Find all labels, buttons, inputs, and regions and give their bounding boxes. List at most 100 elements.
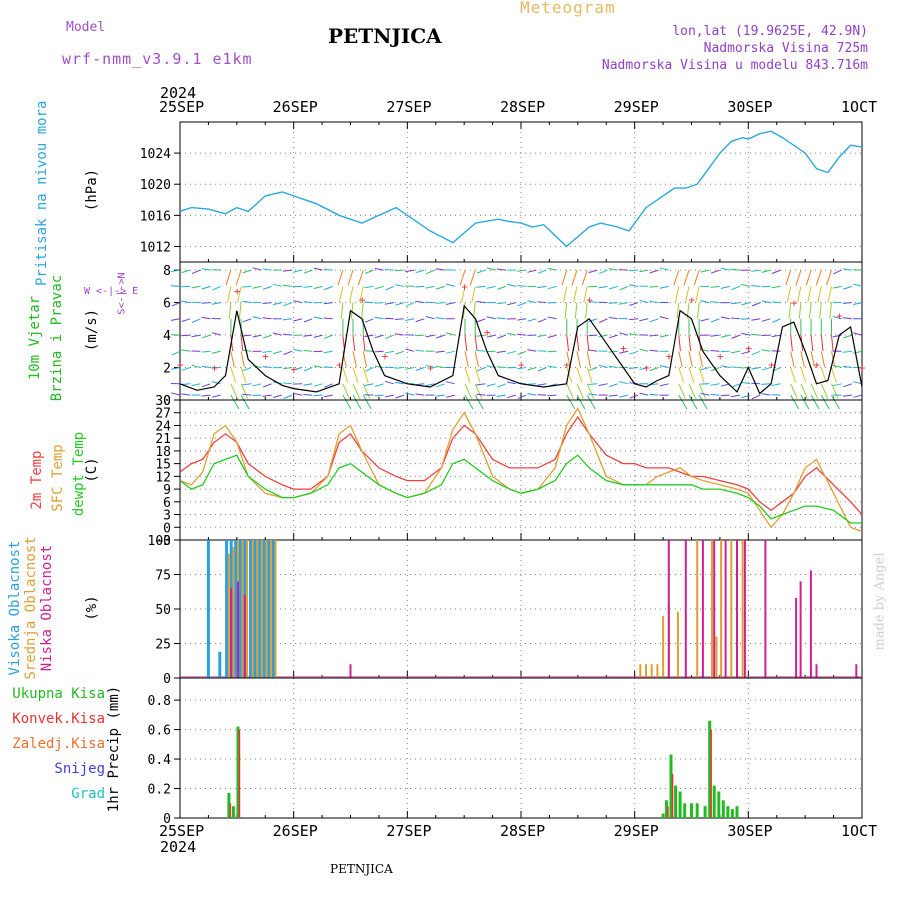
wind-arrow <box>262 317 272 320</box>
wind-arrow <box>486 334 496 338</box>
wind-arrow <box>342 383 350 399</box>
wind-arrow <box>649 367 659 372</box>
x-date-label: 30SEP <box>727 822 773 840</box>
wind-arrow <box>751 269 761 272</box>
y-tick-label: 1020 <box>140 178 171 193</box>
wind-arrow <box>720 394 730 397</box>
wind-arrow <box>313 365 323 368</box>
cloud-bar <box>227 553 230 678</box>
wind-arrow <box>303 285 313 288</box>
meteogram-title: Meteogram <box>520 0 616 17</box>
wind-arrow <box>181 318 191 322</box>
wind-arrow <box>252 285 262 289</box>
precip-bar <box>674 785 678 818</box>
wind-arrow <box>827 286 832 303</box>
wind-arrow <box>571 269 578 286</box>
wind-arrow <box>517 367 527 370</box>
wind-arrow <box>474 383 483 399</box>
series-line <box>179 304 863 395</box>
precip-bar <box>665 800 668 818</box>
y-tick-label: 1024 <box>140 147 171 162</box>
station-title: PETNJICA <box>328 24 442 48</box>
wind-arrow <box>547 350 557 353</box>
wind-arrow <box>496 350 506 353</box>
wind-arrow <box>323 302 333 305</box>
wind-arrow <box>618 269 628 271</box>
wind-arrow <box>262 268 272 271</box>
precip-bar <box>683 803 687 818</box>
wind-arrow <box>619 285 629 291</box>
wind-arrow <box>362 367 369 383</box>
wind-arrow <box>517 302 527 307</box>
wind-arrow <box>586 383 595 399</box>
wind-arrow <box>486 316 496 320</box>
elevation-text: Nadmorska Visina 725m <box>703 41 868 56</box>
wind-arrow <box>171 350 181 356</box>
wind-arrow <box>608 365 618 368</box>
wind-arrow <box>282 269 293 272</box>
wind-arrow <box>832 334 842 338</box>
wind-arrow <box>362 383 371 399</box>
cloud-bar <box>256 540 259 678</box>
wind-arrow <box>517 394 527 400</box>
wind-arrow <box>374 394 384 397</box>
wind-arrow <box>476 301 486 304</box>
wind-arrow <box>797 286 802 303</box>
wind-arrow <box>688 351 693 368</box>
wind-arrow <box>688 335 692 352</box>
wind-arrow <box>700 367 710 371</box>
wind-arrow <box>608 268 618 271</box>
y-tick-label: 0.6 <box>148 724 171 739</box>
wind-arrow <box>283 302 293 307</box>
cloud-bar <box>711 540 713 678</box>
wind-arrow <box>262 366 272 368</box>
wind-arrow <box>462 302 466 319</box>
wind-arrow <box>313 334 323 338</box>
wind-arrow <box>599 318 608 323</box>
cloud-bar <box>243 595 246 678</box>
wind-arrow <box>639 269 649 273</box>
wind-arrow <box>810 351 815 368</box>
wind-arrow <box>629 302 639 306</box>
wind-arrow <box>527 269 537 273</box>
series-line <box>179 130 863 248</box>
wind-arrow <box>693 269 700 286</box>
wind-arrow <box>240 335 244 352</box>
wind-arrow <box>517 333 527 336</box>
wind-arrow <box>323 317 333 320</box>
wind-arrow <box>741 302 751 306</box>
wind-arrow <box>435 394 445 397</box>
wind-arrow <box>730 302 740 305</box>
wind-arrow <box>815 269 822 286</box>
wind-arrow <box>629 333 639 336</box>
wind-arrow <box>618 381 629 385</box>
wind-arrow <box>741 284 751 287</box>
cloud-bar <box>246 540 249 678</box>
wind-arrow <box>698 394 708 410</box>
cloud-bar <box>713 540 716 678</box>
wind-arrow <box>474 367 481 383</box>
wind-arrow <box>842 394 852 397</box>
y-tick-label: 8 <box>163 264 171 279</box>
wind-arrow <box>547 334 557 338</box>
wind-arrow <box>170 334 181 336</box>
wind-arrow <box>293 318 303 322</box>
wind-arrow <box>394 382 404 385</box>
precip-bar <box>678 791 682 818</box>
wind-arrow <box>201 383 211 388</box>
wind-arrow <box>659 334 669 338</box>
wind-arrow <box>574 302 578 319</box>
wind-arrow <box>608 394 618 397</box>
wind-arrow <box>673 269 680 286</box>
wind-arrow <box>339 286 344 303</box>
wind-arrow <box>394 269 404 272</box>
x-date-label: 30SEP <box>727 98 773 116</box>
wind-arrow <box>807 286 812 303</box>
cloud-bar <box>684 540 687 678</box>
gust-marker: + <box>689 293 696 306</box>
wind-arrow <box>474 335 478 352</box>
y-tick-label: 18 <box>155 445 171 460</box>
y-tick-label: 25 <box>155 638 171 653</box>
wind-arrow <box>445 350 455 354</box>
gust-marker: + <box>211 362 218 375</box>
